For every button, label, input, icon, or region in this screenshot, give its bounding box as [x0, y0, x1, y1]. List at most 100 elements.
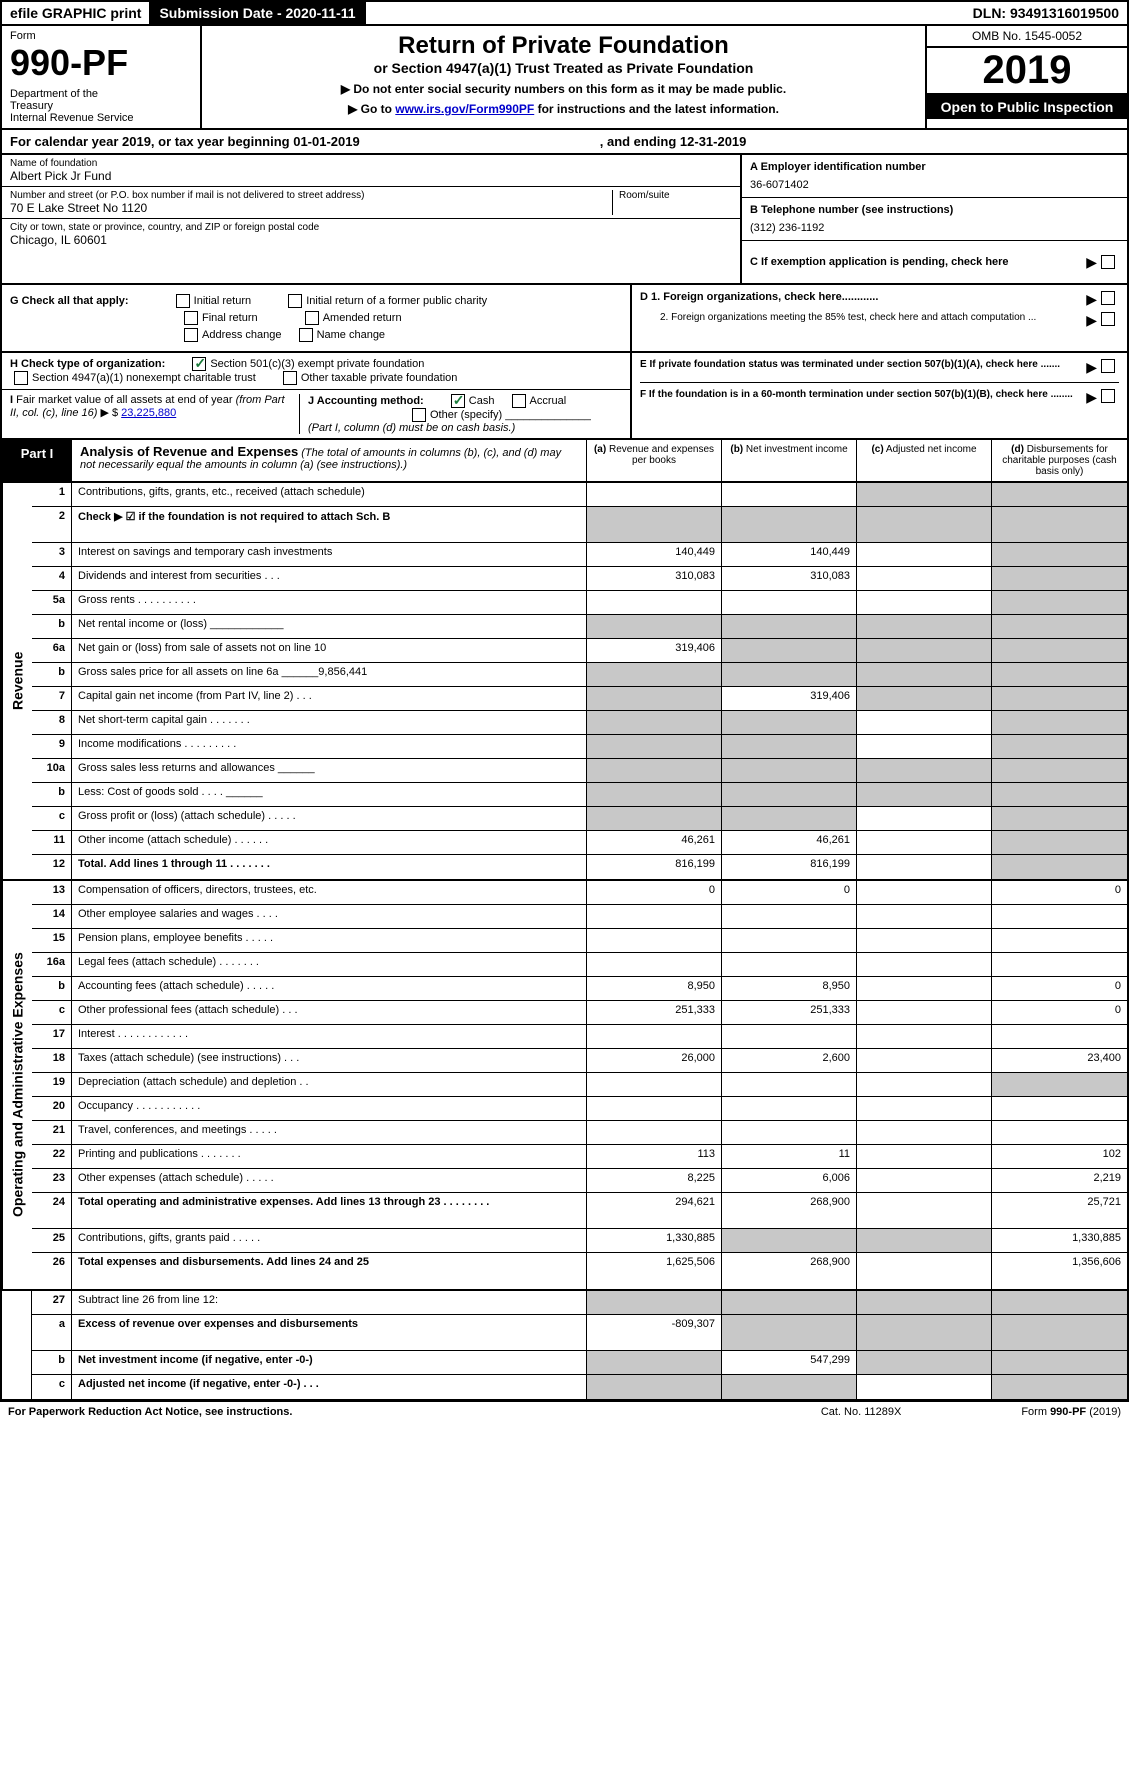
form-title: Return of Private Foundation: [208, 32, 919, 60]
table-row: 19Depreciation (attach schedule) and dep…: [32, 1073, 1127, 1097]
cell-value: [722, 591, 857, 614]
line27-section: 27Subtract line 26 from line 12:aExcess …: [0, 1291, 1129, 1401]
cell-shaded: [992, 567, 1127, 590]
cell-value: [722, 929, 857, 952]
cell-shaded: [857, 1315, 992, 1350]
header-right: OMB No. 1545-0052 2019 Open to Public In…: [927, 26, 1127, 128]
ef-section: E If private foundation status was termi…: [632, 353, 1127, 438]
row-num: 22: [32, 1145, 72, 1168]
irs-link[interactable]: www.irs.gov/Form990PF: [395, 102, 534, 116]
cell-value: [857, 1049, 992, 1072]
row-num: 25: [32, 1229, 72, 1252]
cell-value: 8,225: [587, 1169, 722, 1192]
cell-shaded: [857, 687, 992, 710]
row-num: c: [32, 1001, 72, 1024]
j-accrual[interactable]: [512, 394, 526, 408]
cell-shaded: [857, 507, 992, 542]
f-checkbox[interactable]: [1101, 389, 1115, 403]
row-num: c: [32, 807, 72, 830]
table-row: 26Total expenses and disbursements. Add …: [32, 1253, 1127, 1289]
submission-date: Submission Date - 2020-11-11: [151, 2, 365, 24]
table-row: aExcess of revenue over expenses and dis…: [32, 1315, 1127, 1351]
cell-value: [857, 977, 992, 1000]
cell-value: [857, 1025, 992, 1048]
row-num: 12: [32, 855, 72, 879]
foundation-name: Albert Pick Jr Fund: [10, 169, 732, 183]
addr-cell: Number and street (or P.O. box number if…: [2, 187, 740, 219]
h-other[interactable]: [283, 371, 297, 385]
cell-value: 8,950: [722, 977, 857, 1000]
note1: ▶ Do not enter social security numbers o…: [208, 82, 919, 96]
cell-value: 23,400: [992, 1049, 1127, 1072]
cell-value: [857, 567, 992, 590]
row-num: 14: [32, 905, 72, 928]
d1-checkbox[interactable]: [1101, 291, 1115, 305]
footer-right: Form 990-PF (2019): [1021, 1406, 1121, 1418]
g-final[interactable]: [184, 311, 198, 325]
cell-shaded: [587, 783, 722, 806]
cell-value: [992, 953, 1127, 976]
row-num: 19: [32, 1073, 72, 1096]
cell-shaded: [587, 1351, 722, 1374]
cell-value: [857, 1121, 992, 1144]
h-4947[interactable]: [14, 371, 28, 385]
row-label: Total expenses and disbursements. Add li…: [72, 1253, 587, 1289]
g-amended[interactable]: [305, 311, 319, 325]
table-row: 20Occupancy . . . . . . . . . . .: [32, 1097, 1127, 1121]
cell-value: 816,199: [722, 855, 857, 879]
cell-shaded: [992, 783, 1127, 806]
table-row: 27Subtract line 26 from line 12:: [32, 1291, 1127, 1315]
ein-cell: A Employer identification number 36-6071…: [742, 155, 1127, 198]
cell-shaded: [722, 639, 857, 662]
c-checkbox[interactable]: [1101, 255, 1115, 269]
row-num: a: [32, 1315, 72, 1350]
cell-value: 113: [587, 1145, 722, 1168]
cell-value: [857, 855, 992, 879]
cell-value: [722, 1073, 857, 1096]
cell-value: [857, 881, 992, 904]
g-initial[interactable]: [176, 294, 190, 308]
row-label: Printing and publications . . . . . . .: [72, 1145, 587, 1168]
row-num: 13: [32, 881, 72, 904]
footer-left: For Paperwork Reduction Act Notice, see …: [8, 1406, 292, 1418]
expenses-section: Operating and Administrative Expenses 13…: [0, 881, 1129, 1291]
cell-value: [857, 1073, 992, 1096]
form-header: Form 990-PF Department of theTreasuryInt…: [0, 26, 1129, 130]
cell-shaded: [587, 615, 722, 638]
row-label: Adjusted net income (if negative, enter …: [72, 1375, 587, 1399]
row-num: b: [32, 783, 72, 806]
row-num: 9: [32, 735, 72, 758]
cell-shaded: [857, 783, 992, 806]
ein: 36-6071402: [750, 179, 1119, 191]
cell-value: 2,219: [992, 1169, 1127, 1192]
cell-shaded: [992, 507, 1127, 542]
cell-shaded: [992, 1315, 1127, 1350]
cell-value: [722, 483, 857, 506]
cell-value: [587, 953, 722, 976]
cell-value: [722, 953, 857, 976]
g-name[interactable]: [299, 328, 313, 342]
j-other[interactable]: [412, 408, 426, 422]
efile-label: efile GRAPHIC print: [2, 2, 151, 24]
fmv[interactable]: 23,225,880: [121, 407, 176, 419]
ij-section: I Fair market value of all assets at end…: [2, 390, 630, 438]
g-address[interactable]: [184, 328, 198, 342]
table-row: 18Taxes (attach schedule) (see instructi…: [32, 1049, 1127, 1073]
e-checkbox[interactable]: [1101, 359, 1115, 373]
row-label: Excess of revenue over expenses and disb…: [72, 1315, 587, 1350]
cell-value: [857, 1145, 992, 1168]
row-num: 18: [32, 1049, 72, 1072]
row-label: Net rental income or (loss) ____________: [72, 615, 587, 638]
d2-checkbox[interactable]: [1101, 312, 1115, 326]
row-label: Depreciation (attach schedule) and deple…: [72, 1073, 587, 1096]
g-initial-former[interactable]: [288, 294, 302, 308]
cell-shaded: [992, 1375, 1127, 1399]
j-cash[interactable]: [451, 394, 465, 408]
dept: Department of theTreasuryInternal Revenu…: [10, 88, 192, 124]
cell-shaded: [722, 1375, 857, 1399]
row-num: 4: [32, 567, 72, 590]
cell-value: 310,083: [722, 567, 857, 590]
cell-value: [992, 1121, 1127, 1144]
cell-value: [587, 1121, 722, 1144]
h-501c3[interactable]: [192, 357, 206, 371]
